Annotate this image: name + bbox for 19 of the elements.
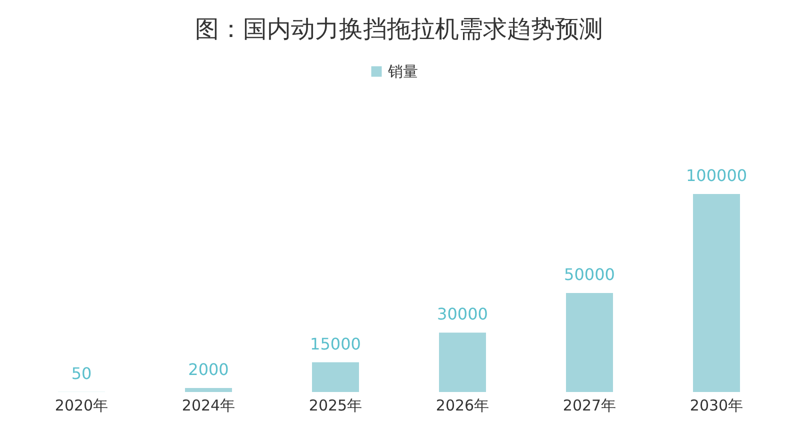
bar [693, 194, 740, 392]
x-tick-label: 2027年 [562, 396, 616, 414]
x-tick-label: 2026年 [436, 396, 490, 414]
data-label: 100000 [686, 166, 748, 185]
chart-title: 图：国内动力换挡拖拉机需求趋势预测 [195, 15, 603, 43]
data-label: 15000 [310, 334, 361, 354]
x-tick-label: 2020年 [54, 396, 108, 414]
bar [566, 293, 613, 392]
bar [185, 388, 232, 392]
x-tick-label: 2025年 [308, 396, 362, 414]
data-label: 50000 [564, 265, 615, 284]
legend-label: 销量 [387, 62, 418, 80]
x-tick-label: 2024年 [182, 396, 236, 414]
data-label: 30000 [437, 304, 488, 324]
bar [312, 362, 359, 392]
x-tick-label: 2030年 [690, 396, 744, 414]
bar [439, 332, 486, 392]
data-label: 50 [71, 364, 92, 383]
data-label: 2000 [188, 360, 229, 380]
